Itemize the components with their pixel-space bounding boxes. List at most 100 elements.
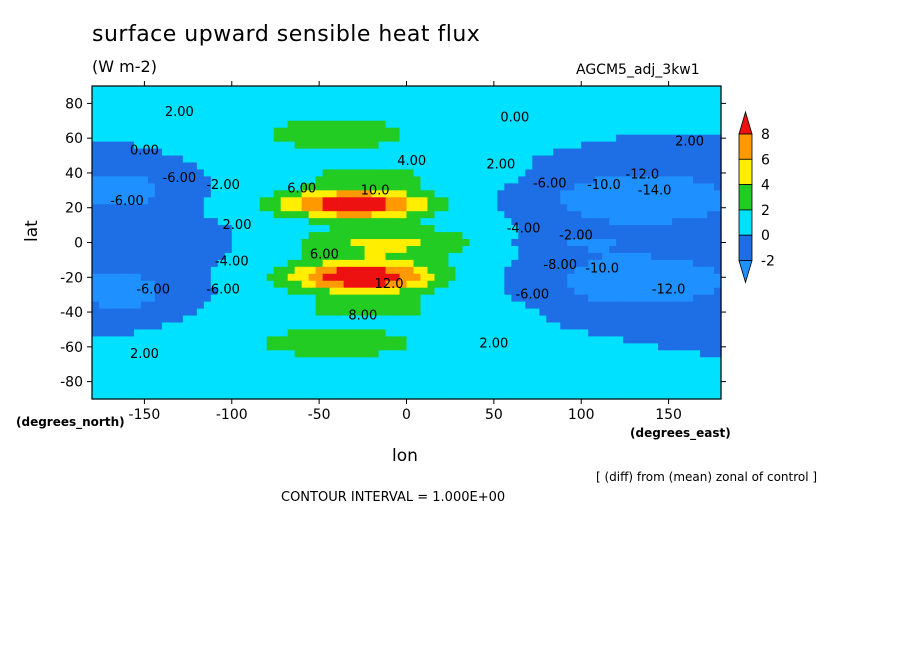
field-cell: [119, 148, 128, 157]
field-cell: [182, 364, 191, 372]
field-cell: [518, 280, 526, 289]
field-cell: [301, 176, 310, 184]
field-cell: [567, 120, 575, 129]
field-cell: [448, 343, 457, 351]
field-cell: [343, 357, 352, 365]
field-cell: [217, 350, 226, 358]
field-cell: [665, 232, 673, 240]
field-cell: [665, 120, 673, 129]
field-cell: [616, 329, 624, 337]
field-cell: [105, 301, 114, 310]
field-cell: [539, 378, 547, 386]
field-cell: [581, 378, 589, 386]
field-cell: [602, 315, 610, 324]
field-cell: [336, 252, 345, 261]
field-cell: [427, 301, 436, 310]
field-cell: [567, 245, 575, 254]
field-cell: [602, 141, 610, 150]
field-cell: [147, 301, 156, 310]
field-cell: [189, 266, 198, 275]
field-cell: [182, 266, 191, 275]
field-cell: [287, 134, 296, 143]
field-cell: [217, 113, 226, 122]
field-cell: [238, 245, 247, 254]
field-cell: [644, 301, 652, 310]
field-cell: [546, 86, 554, 94]
field-cell: [378, 232, 387, 240]
field-cell: [112, 99, 121, 108]
field-cell: [616, 176, 624, 184]
field-cell: [322, 357, 331, 365]
field-cell: [224, 239, 233, 247]
field-cell: [637, 99, 645, 108]
field-cell: [399, 176, 408, 184]
field-cell: [609, 245, 617, 254]
field-cell: [462, 308, 470, 317]
field-cell: [301, 378, 310, 386]
field-cell: [329, 86, 338, 94]
field-cell: [700, 183, 708, 191]
field-cell: [357, 86, 366, 94]
field-cell: [371, 301, 380, 310]
field-cell: [616, 134, 624, 143]
field-cell: [714, 239, 722, 247]
field-cell: [623, 378, 631, 386]
field-cell: [609, 266, 617, 275]
field-cell: [92, 148, 100, 157]
field-cell: [238, 239, 247, 247]
field-cell: [371, 343, 380, 351]
field-cell: [700, 308, 708, 317]
field-cell: [441, 350, 450, 358]
field-cell: [217, 197, 226, 205]
field-cell: [602, 155, 610, 164]
field-cell: [595, 301, 603, 310]
contour-label: -4.00: [215, 255, 249, 270]
field-cell: [665, 329, 673, 337]
field-cell: [483, 141, 491, 150]
field-cell: [168, 204, 177, 212]
field-cell: [196, 113, 205, 122]
field-cell: [98, 218, 107, 226]
field-cell: [301, 364, 310, 372]
field-cell: [385, 218, 394, 226]
field-cell: [168, 385, 177, 393]
field-cell: [371, 364, 380, 372]
field-cell: [105, 113, 114, 122]
field-cell: [126, 280, 135, 289]
colorbar-segment: [738, 133, 753, 160]
field-cell: [259, 183, 268, 191]
field-cell: [371, 378, 380, 386]
field-cell: [406, 252, 415, 261]
field-cell: [560, 280, 568, 289]
field-cell: [532, 294, 540, 303]
field-cell: [105, 294, 114, 303]
field-cell: [630, 204, 638, 212]
field-cell: [567, 162, 575, 171]
field-cell: [518, 315, 526, 324]
field-cell: [595, 266, 603, 275]
field-cell: [714, 392, 722, 400]
field-cell: [420, 343, 429, 351]
field-cell: [98, 259, 107, 268]
field-cell: [420, 385, 429, 393]
field-cell: [266, 92, 275, 101]
field-cell: [210, 392, 219, 400]
field-cell: [469, 371, 477, 379]
field-cell: [364, 245, 373, 254]
field-cell: [329, 259, 338, 268]
field-cell: [441, 92, 450, 101]
field-cell: [140, 92, 149, 101]
field-cell: [266, 204, 275, 212]
field-cell: [560, 99, 568, 108]
field-cell: [644, 343, 652, 351]
field-cell: [693, 225, 701, 233]
field-cell: [92, 385, 100, 393]
field-cell: [273, 113, 282, 122]
field-cell: [119, 155, 128, 164]
field-cell: [518, 343, 526, 351]
field-cell: [273, 127, 282, 136]
field-cell: [525, 211, 533, 219]
field-cell: [147, 357, 156, 365]
field-cell: [588, 308, 596, 317]
field-cell: [714, 378, 722, 386]
